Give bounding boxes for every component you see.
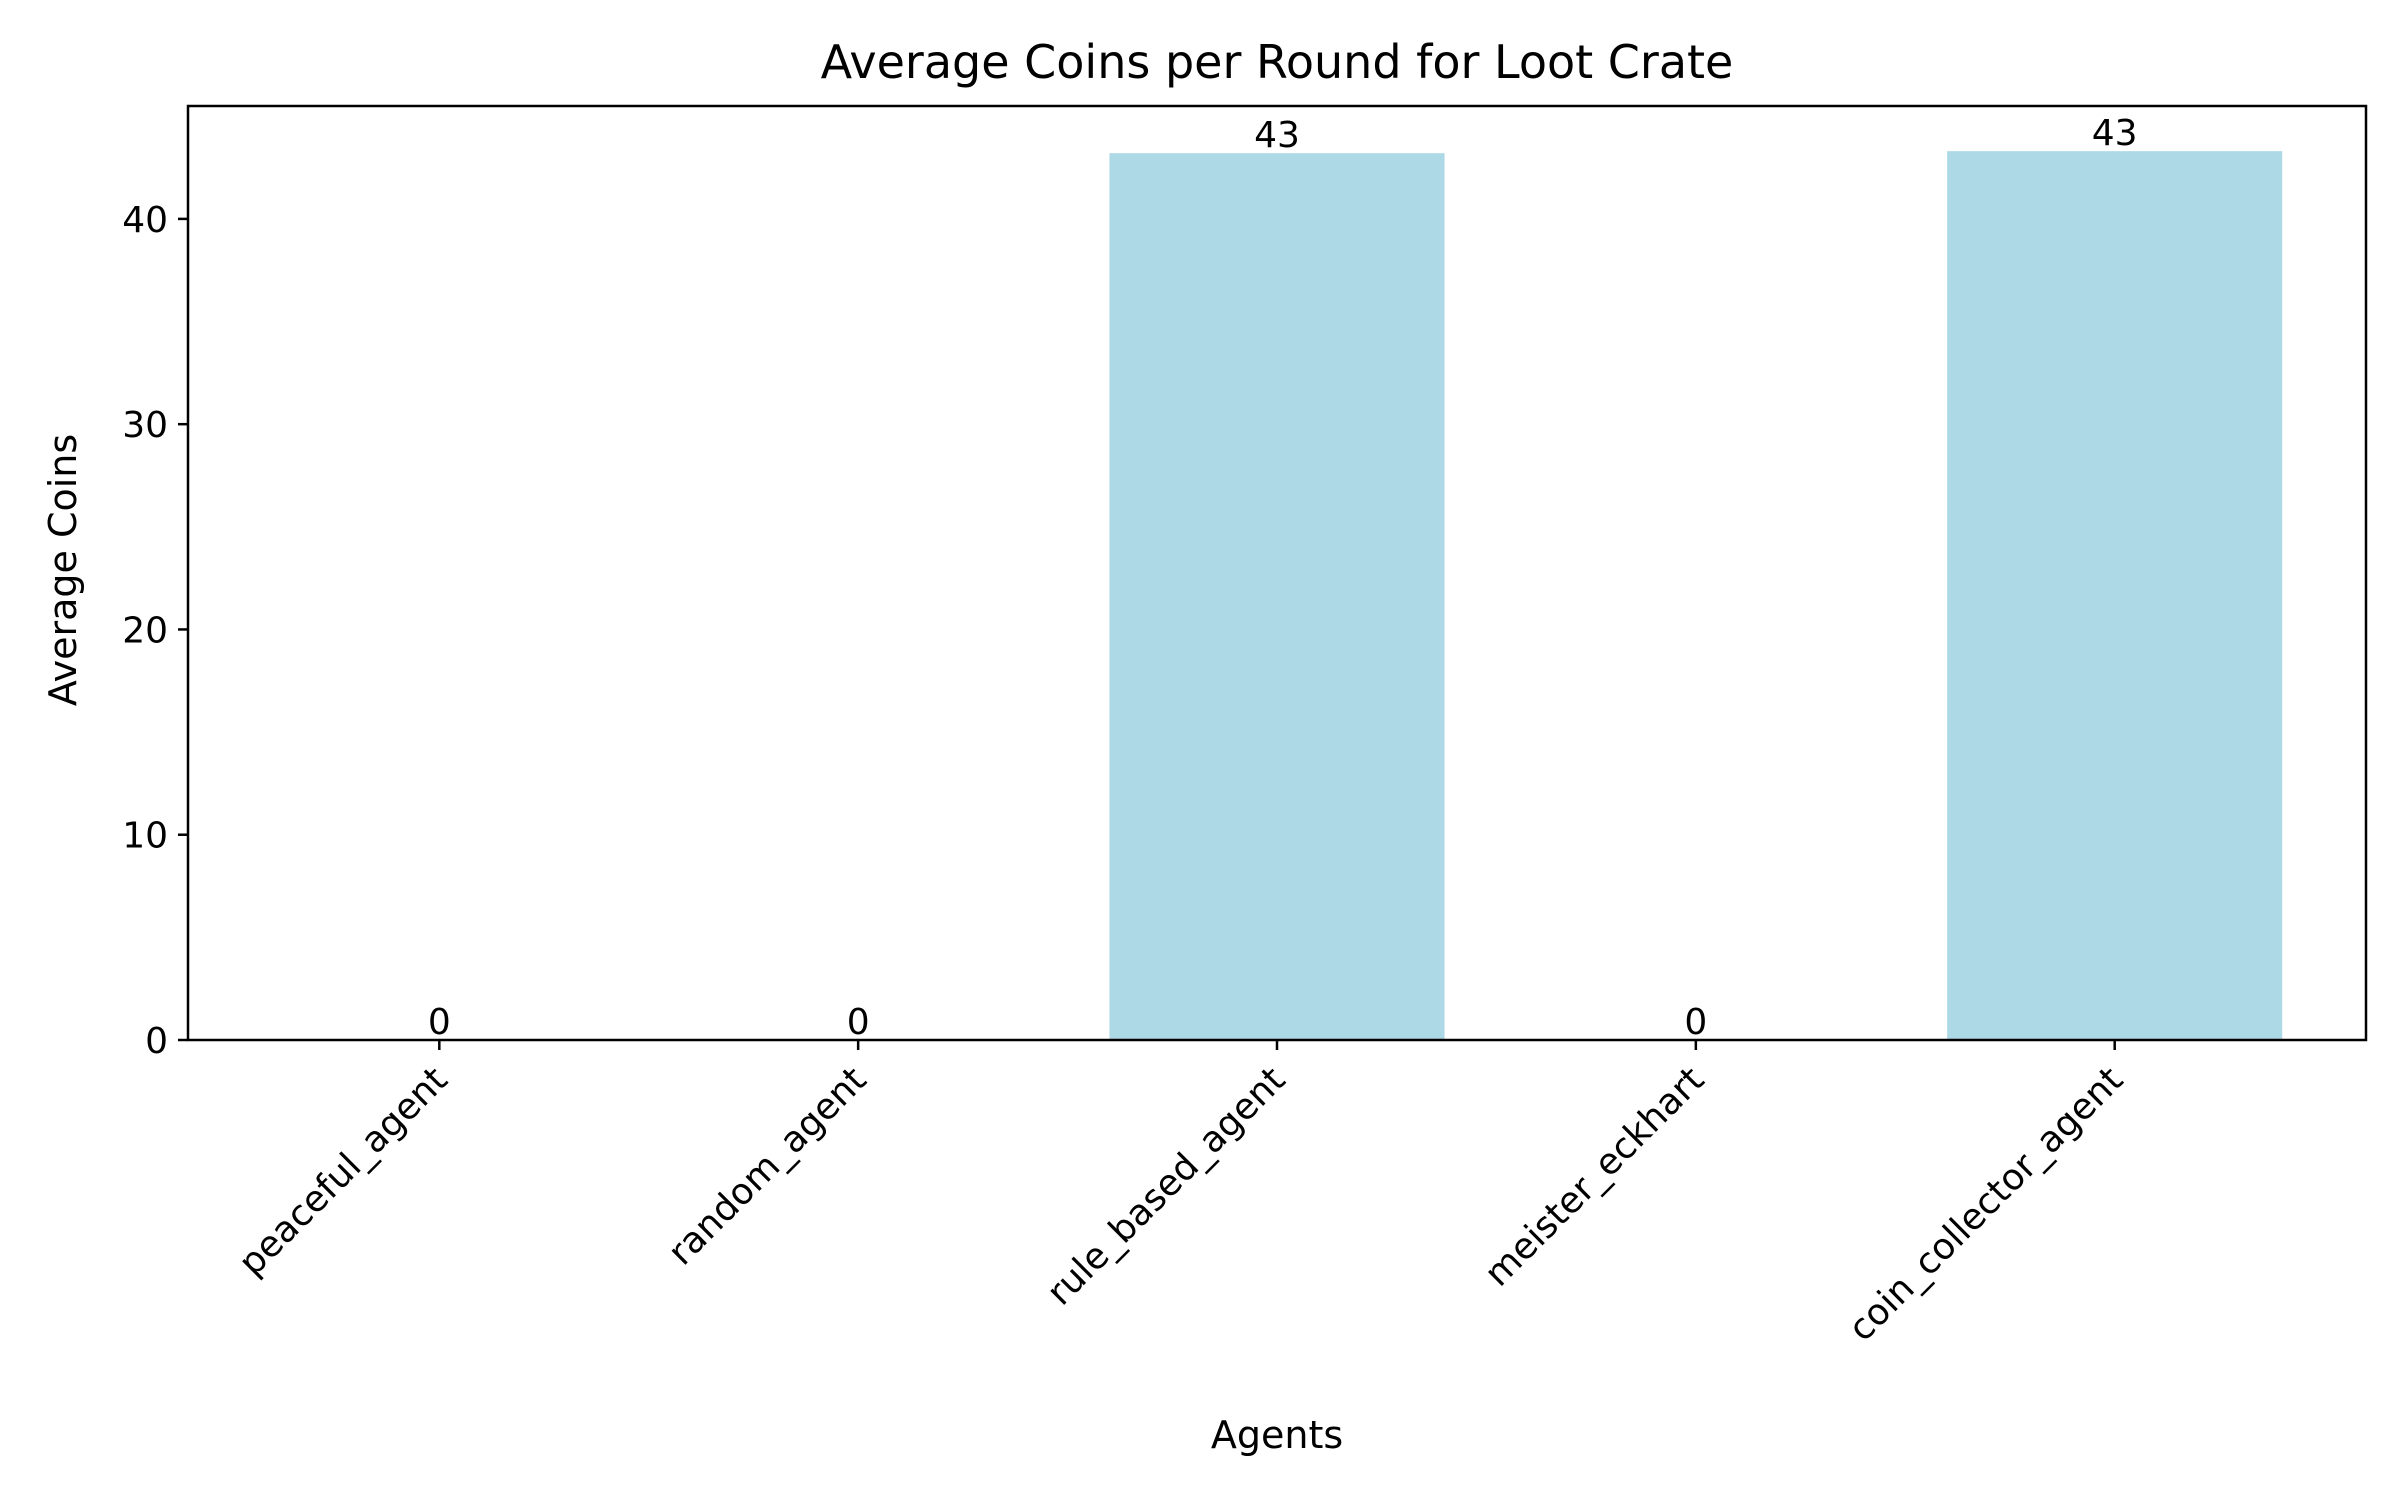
y-tick-label: 40 (122, 200, 168, 241)
y-tick-label: 20 (122, 610, 168, 651)
bar-value-label: 43 (2092, 113, 2138, 154)
y-tick-label: 0 (145, 1021, 168, 1062)
x-tick-label: rule_based_agent (1039, 1059, 1293, 1313)
x-tick-label: meister_eckhart (1477, 1059, 1712, 1294)
x-tick-label: peaceful_agent (231, 1059, 456, 1284)
x-tick-label: random_agent (661, 1059, 875, 1273)
bar-value-label: 43 (1254, 115, 1300, 156)
y-tick-label: 30 (122, 405, 168, 446)
x-axis-label: Agents (1211, 1413, 1343, 1457)
bar-value-label: 0 (428, 1002, 451, 1043)
y-tick-label: 10 (122, 816, 168, 857)
y-axis-label: Average Coins (41, 434, 85, 706)
x-tick-label: coin_collector_agent (1841, 1059, 2131, 1349)
plot-area: 0 10 20 30 40 peaceful_agent random_agent rule_… (122, 104, 2368, 1350)
chart-title: Average Coins per Round for Loot Crate (821, 35, 1734, 89)
bar-coin-collector-agent (1947, 151, 2283, 1040)
bar-value-label: 0 (1684, 1002, 1707, 1043)
bar-value-label: 0 (847, 1002, 870, 1043)
bar-rule-based-agent (1109, 153, 1445, 1040)
